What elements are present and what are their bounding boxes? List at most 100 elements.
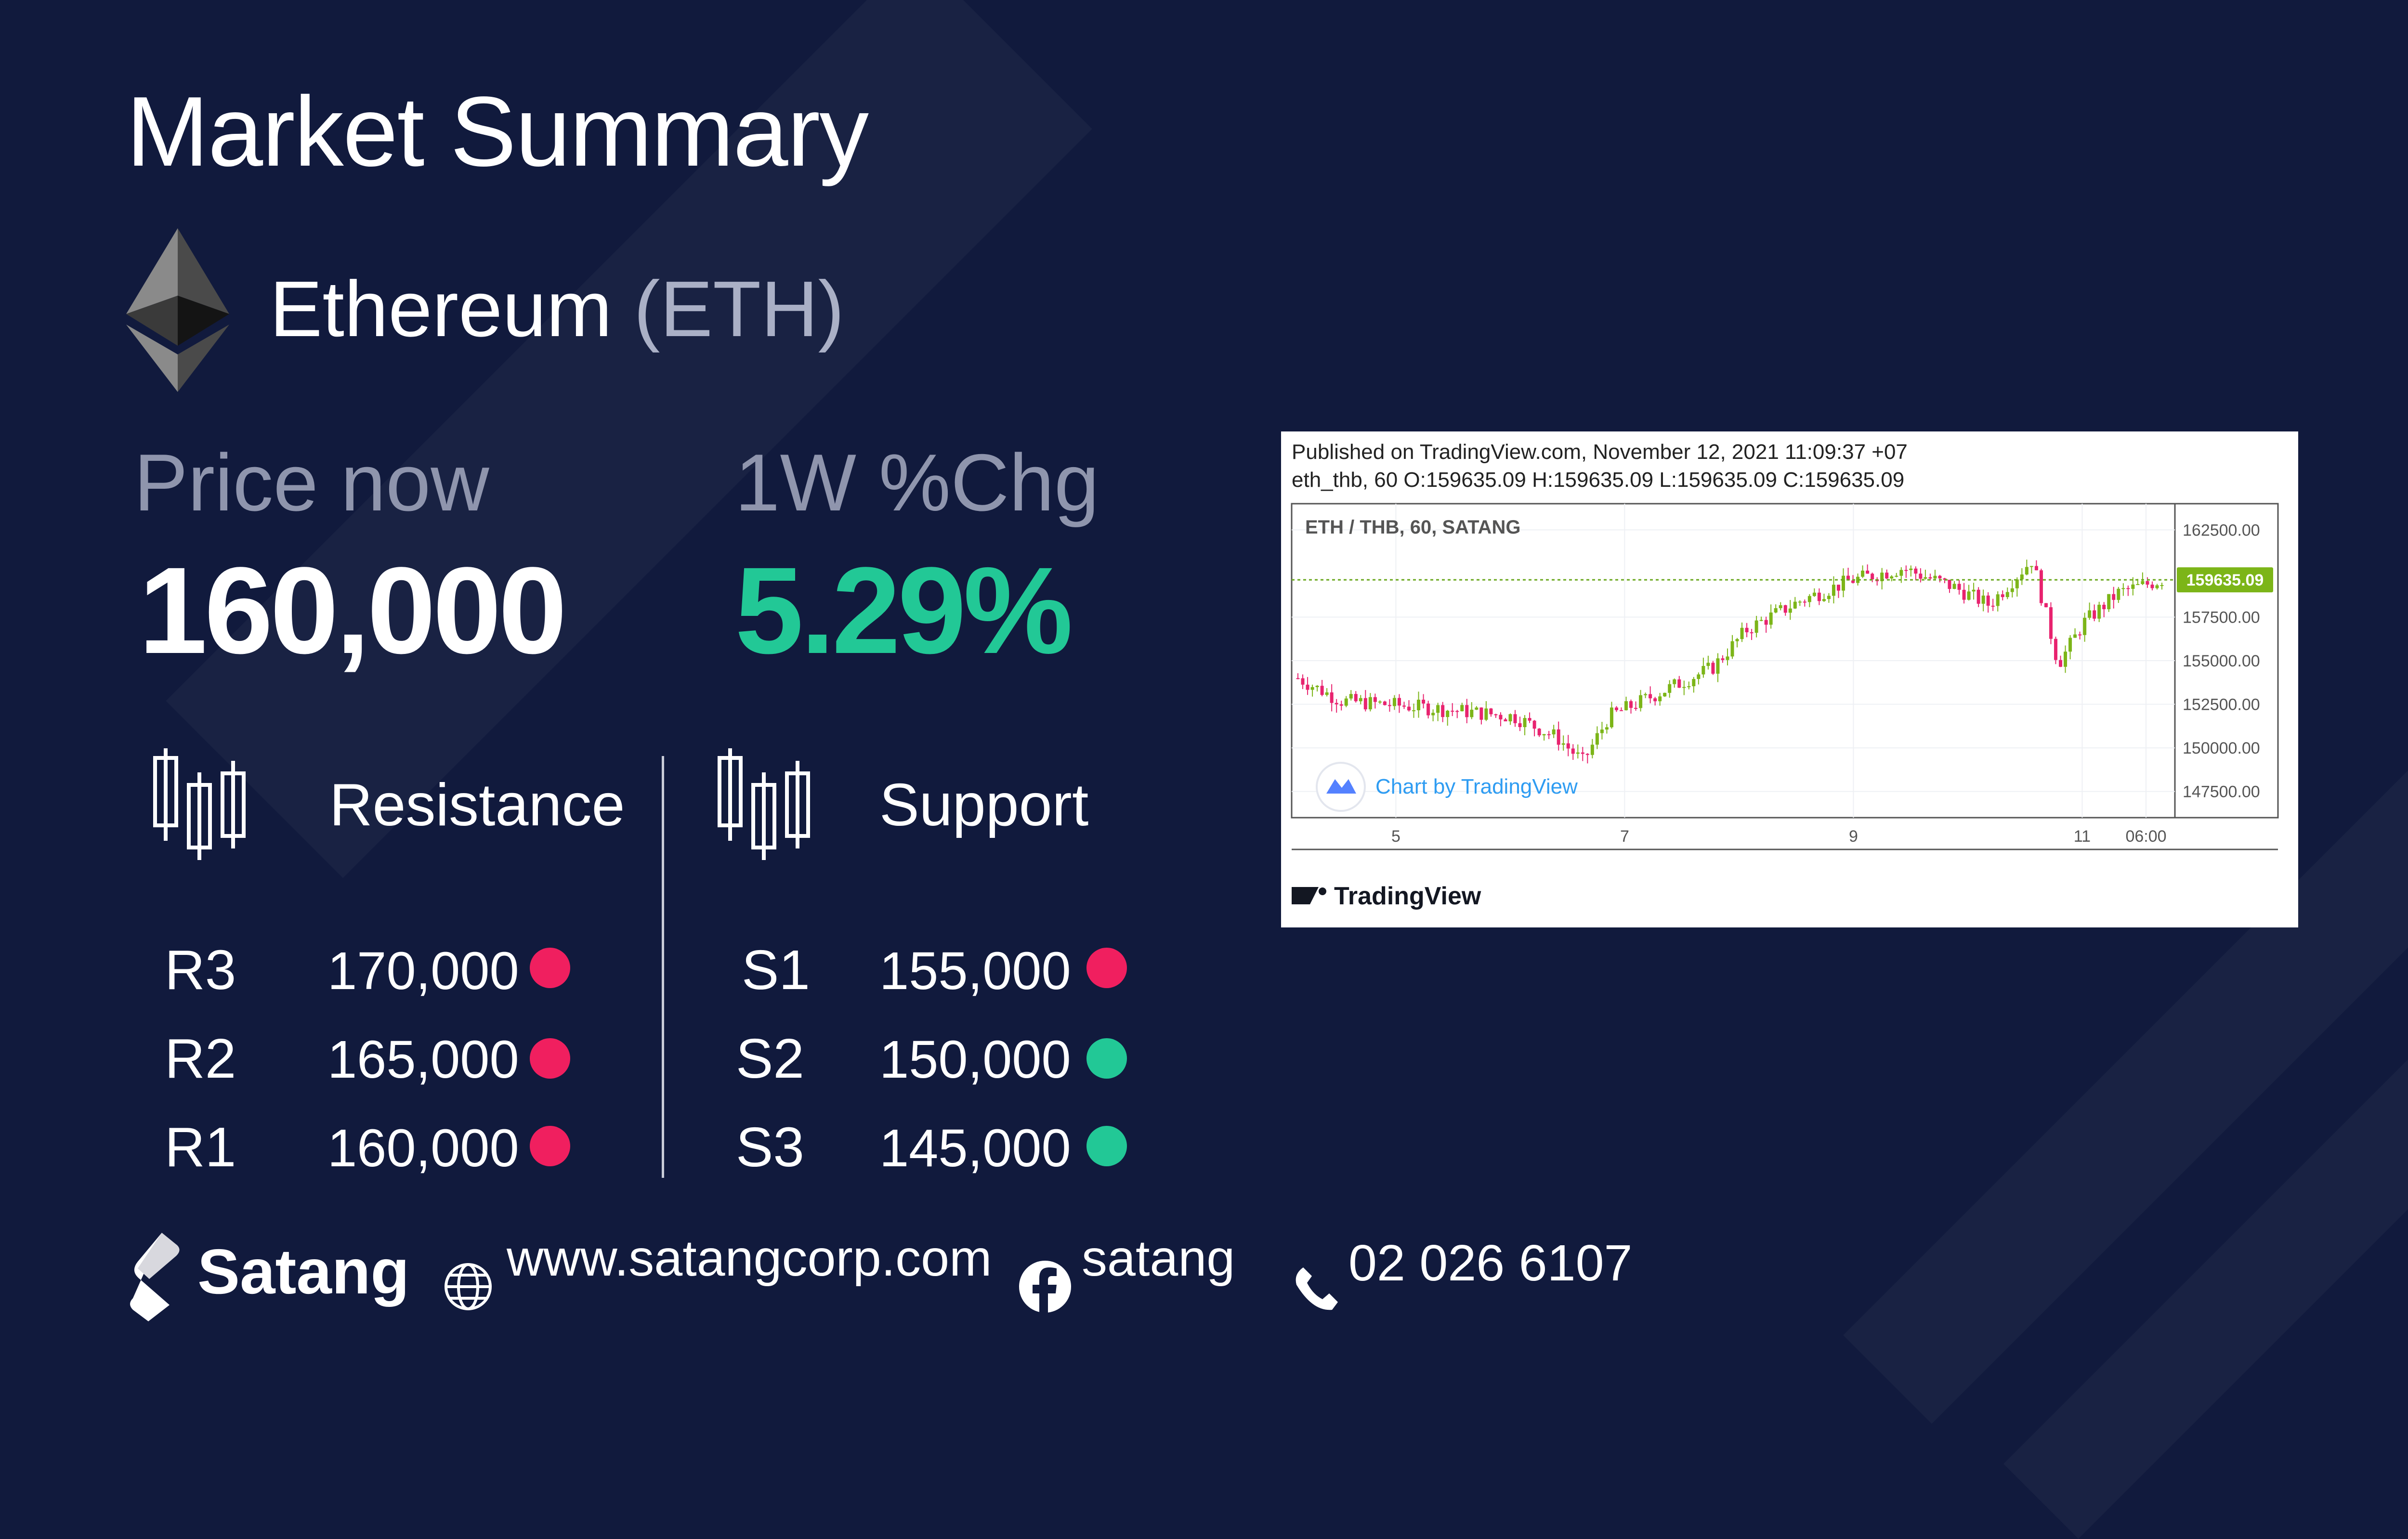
change-value: 5.29%: [735, 542, 1073, 679]
candle-body: [1451, 710, 1454, 712]
candle-body: [1991, 605, 1995, 607]
page-title: Market Summary: [126, 76, 869, 187]
candle-body: [1658, 696, 1662, 702]
candle-body: [1928, 577, 1932, 579]
support-level-value: 155,000: [879, 941, 1071, 1001]
candle-body: [2097, 604, 2101, 619]
candle-body: [1310, 687, 1314, 690]
resistance-level-name: R1: [165, 1116, 236, 1178]
candle-body: [1649, 694, 1652, 699]
candle-body: [1914, 568, 1918, 574]
candle-body: [1513, 714, 1517, 723]
price-label: Price now: [134, 437, 489, 528]
candle-body: [1754, 620, 1758, 633]
candle-body: [1595, 733, 1599, 745]
price-chart[interactable]: Published on TradingView.com, November 1…: [1281, 431, 2298, 927]
candle-body: [2083, 617, 2087, 635]
candle-body: [1499, 715, 1503, 719]
last-price-label: 159635.09: [2186, 571, 2264, 589]
candle-body: [1948, 579, 1951, 589]
resistance-heading: Resistance: [329, 772, 625, 838]
phone-number[interactable]: 02 026 6107: [1348, 1235, 1633, 1291]
candle-body: [1561, 743, 1565, 745]
candle-body: [1532, 720, 1536, 729]
candle-body: [1296, 678, 1300, 679]
last-price-tag: [2177, 567, 2273, 593]
candle-body: [1716, 658, 1720, 674]
candle-body: [1619, 710, 1623, 711]
phone-icon: [1296, 1267, 1338, 1310]
candle-body: [1793, 601, 1797, 609]
candle-body: [1798, 601, 1802, 603]
candle-body: [1644, 694, 1648, 695]
candle-body: [1402, 705, 1406, 707]
candle-body: [1909, 568, 1913, 570]
candle-body: [1745, 627, 1749, 633]
candle-body: [1673, 679, 1676, 684]
chart-watermark: Chart by TradingView: [1375, 775, 1578, 798]
candle-body: [1581, 752, 1584, 754]
candle-body: [1943, 578, 1947, 580]
candle-body: [1730, 641, 1734, 657]
candle-body: [2150, 585, 2154, 588]
candle-body: [2121, 588, 2125, 589]
candle-body: [2068, 638, 2072, 652]
candle-body: [1368, 697, 1372, 710]
candle-body: [1600, 729, 1604, 733]
column-divider: [662, 756, 664, 1178]
candle-body: [1330, 692, 1334, 703]
chart-brand: TradingView: [1334, 882, 1481, 910]
y-tick-label: 152500.00: [2183, 696, 2260, 714]
candle-body: [2136, 584, 2140, 585]
candle-body: [1605, 727, 1609, 730]
candle-body: [1832, 585, 1835, 596]
candle-body: [2146, 581, 2149, 585]
status-dot: [530, 948, 570, 988]
candle-body: [1344, 698, 1348, 706]
candle-body: [1446, 710, 1450, 717]
y-tick-label: 147500.00: [2183, 783, 2260, 801]
candle-body: [1441, 705, 1445, 717]
candle-body: [2093, 610, 2096, 619]
candle-body: [1614, 707, 1618, 710]
tradingview-logo-icon: [1292, 887, 1326, 904]
candle-body: [1552, 729, 1556, 735]
candle-body: [1759, 620, 1763, 621]
candle-body: [1301, 678, 1305, 685]
candle-body: [1924, 577, 1927, 579]
x-tick-label: 5: [1391, 827, 1400, 846]
candle-body: [1508, 714, 1512, 721]
candle-body: [1320, 686, 1324, 695]
candle-body: [1682, 687, 1686, 688]
candle-body: [1986, 595, 1990, 606]
candle-body: [1518, 723, 1522, 728]
candle-body: [2001, 594, 2004, 597]
candle-body: [1378, 701, 1382, 703]
website-link[interactable]: www.satangcorp.com: [507, 1230, 992, 1287]
candle-body: [1856, 576, 1860, 583]
candle-body: [1851, 580, 1855, 583]
resistance-level-value: 170,000: [327, 941, 519, 1001]
candle-body: [1557, 729, 1560, 745]
candle-body: [1764, 620, 1768, 625]
candle-body: [1812, 592, 1816, 596]
candle-body: [1735, 639, 1739, 641]
chart-pair-label: ETH / THB, 60, SATANG: [1305, 517, 1520, 538]
candle-body: [1842, 575, 1845, 591]
candle-body: [1489, 708, 1493, 715]
support-level-name: S3: [736, 1116, 804, 1178]
chart-ohlc-line: eth_thb, 60 O:159635.09 H:159635.09 L:15…: [1292, 468, 1905, 492]
x-tick-label: 9: [1849, 827, 1858, 846]
candle-body: [1475, 707, 1479, 710]
candle-body: [1315, 686, 1319, 687]
facebook-handle[interactable]: satang: [1082, 1230, 1235, 1287]
candle-body: [1885, 573, 1889, 579]
resistance-level-value: 160,000: [327, 1119, 519, 1178]
change-label: 1W %Chg: [735, 437, 1099, 528]
candle-body: [1697, 674, 1701, 679]
candle-body: [1354, 694, 1358, 702]
candle-body: [1436, 705, 1440, 713]
candle-body: [1866, 570, 1870, 574]
candle-body: [1383, 701, 1387, 705]
candle-body: [1624, 701, 1628, 710]
